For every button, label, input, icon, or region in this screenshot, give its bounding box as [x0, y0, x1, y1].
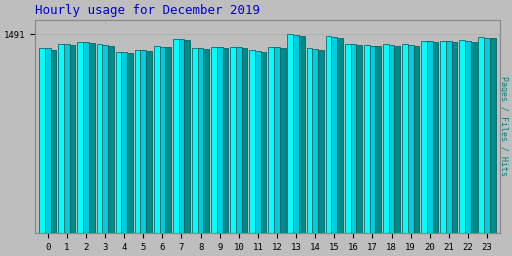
Bar	[490, 38, 496, 233]
Bar	[77, 42, 83, 233]
Bar	[127, 53, 133, 233]
Bar	[236, 47, 242, 233]
Bar	[318, 50, 324, 233]
Bar	[274, 47, 280, 233]
Bar	[135, 50, 140, 233]
Bar	[58, 44, 64, 233]
Bar	[394, 46, 400, 233]
Bar	[446, 41, 452, 233]
Bar	[45, 48, 51, 233]
Bar	[203, 49, 209, 233]
Bar	[211, 47, 217, 233]
Bar	[165, 47, 171, 233]
Bar	[288, 34, 293, 233]
Bar	[440, 41, 446, 233]
Bar	[96, 44, 102, 233]
Bar	[433, 42, 438, 233]
Bar	[268, 47, 274, 233]
Bar	[116, 52, 121, 233]
Bar	[421, 41, 427, 233]
Bar	[154, 46, 160, 233]
Bar	[312, 49, 318, 233]
Bar	[402, 44, 408, 233]
Y-axis label: Pages / Files / Hits: Pages / Files / Hits	[499, 77, 508, 176]
Bar	[160, 47, 165, 233]
Bar	[331, 37, 337, 233]
Bar	[179, 39, 184, 233]
Bar	[383, 44, 389, 233]
Bar	[261, 52, 266, 233]
Bar	[307, 48, 312, 233]
Bar	[242, 48, 247, 233]
Bar	[184, 40, 190, 233]
Bar	[64, 44, 70, 233]
Text: Hourly usage for December 2019: Hourly usage for December 2019	[35, 4, 261, 17]
Bar	[51, 50, 56, 233]
Bar	[299, 36, 305, 233]
Bar	[465, 41, 471, 233]
Bar	[452, 42, 458, 233]
Bar	[249, 50, 255, 233]
Bar	[223, 48, 228, 233]
Bar	[370, 46, 375, 233]
Bar	[484, 38, 490, 233]
Bar	[173, 39, 179, 233]
Bar	[70, 45, 75, 233]
Bar	[471, 42, 477, 233]
Bar	[255, 51, 261, 233]
Bar	[192, 48, 198, 233]
Bar	[427, 41, 433, 233]
Bar	[345, 44, 351, 233]
Bar	[364, 45, 370, 233]
Bar	[389, 45, 394, 233]
Bar	[375, 46, 381, 233]
Bar	[89, 43, 95, 233]
Bar	[102, 45, 108, 233]
Bar	[108, 46, 114, 233]
Bar	[356, 45, 362, 233]
Bar	[280, 48, 286, 233]
Bar	[414, 46, 419, 233]
Bar	[83, 42, 89, 233]
Bar	[479, 37, 484, 233]
Bar	[337, 38, 343, 233]
Bar	[230, 47, 236, 233]
Bar	[351, 44, 356, 233]
Bar	[408, 45, 414, 233]
Bar	[217, 47, 223, 233]
Bar	[198, 48, 203, 233]
Bar	[326, 36, 331, 233]
Bar	[140, 50, 146, 233]
Bar	[146, 51, 152, 233]
Bar	[459, 40, 465, 233]
Bar	[121, 52, 127, 233]
Bar	[293, 35, 299, 233]
Bar	[39, 48, 45, 233]
